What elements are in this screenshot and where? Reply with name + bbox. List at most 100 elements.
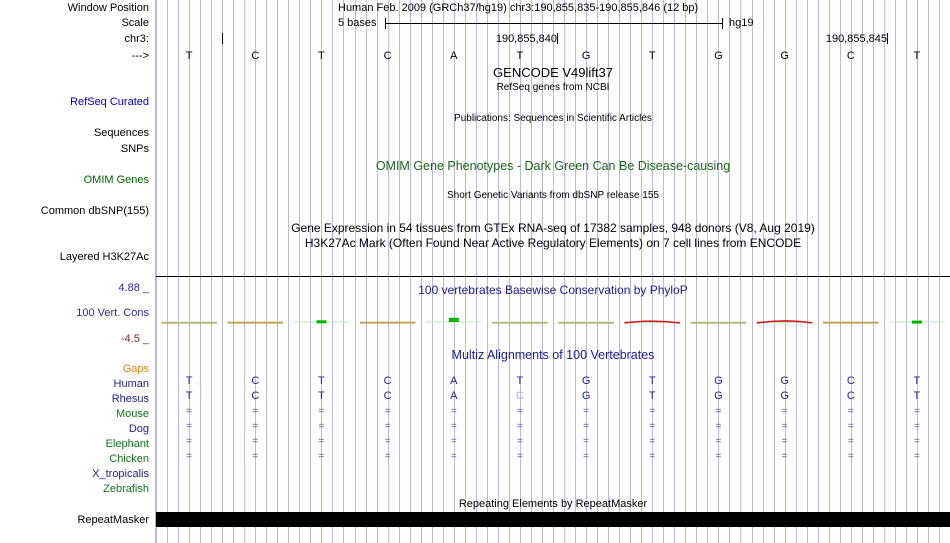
alignment-base: = bbox=[583, 436, 590, 447]
alignment-base: T bbox=[318, 375, 325, 387]
coordinate-label-2: 190,855,845 bbox=[825, 33, 887, 45]
alignment-base: T bbox=[516, 375, 524, 387]
coordinate-tick-1 bbox=[557, 33, 558, 44]
reference-base: C bbox=[383, 50, 392, 62]
coordinate-label-1: 190,855,840 bbox=[495, 33, 557, 45]
track-caption-repeatmasker: Repeating Elements by RepeatMasker bbox=[458, 498, 648, 510]
sidebar-item-species-dog[interactable]: Dog bbox=[128, 423, 149, 435]
alignment-base: = bbox=[186, 421, 193, 432]
alignment-base: = bbox=[913, 406, 920, 417]
sidebar-item-species-zebrafish[interactable]: Zebrafish bbox=[103, 483, 149, 495]
alignment-base: A bbox=[450, 390, 458, 402]
alignment-base: = bbox=[715, 421, 722, 432]
alignment-base: G bbox=[714, 390, 723, 402]
coordinate-tick-0 bbox=[222, 33, 223, 44]
alignment-base: = bbox=[252, 406, 259, 417]
alignment-base: C bbox=[846, 390, 855, 402]
reference-base: T bbox=[516, 50, 524, 62]
track-caption-refseq-ncbi: RefSeq genes from NCBI bbox=[496, 82, 610, 93]
scale-bar-label: 5 bases bbox=[338, 17, 377, 29]
alignment-base: = bbox=[649, 451, 656, 462]
track-caption-phylop: 100 vertebrates Basewise Conservation by… bbox=[418, 283, 688, 297]
sidebar-item-gaps[interactable]: Gaps bbox=[122, 363, 149, 375]
track-caption-dbsnp: Short Genetic Variants from dbSNP releas… bbox=[447, 190, 659, 201]
alignment-row-zebrafish bbox=[156, 481, 950, 492]
alignment-row-dog: = = = = = = = = = = = = bbox=[156, 421, 950, 432]
label-strand-arrow: ---> bbox=[131, 50, 149, 62]
alignment-base: C bbox=[846, 375, 855, 387]
sidebar-item-species-human[interactable]: Human bbox=[113, 378, 149, 390]
reference-base: G bbox=[780, 50, 789, 62]
track-caption-gencode: GENCODE V49lift37 bbox=[493, 65, 613, 80]
alignment-base: = bbox=[516, 406, 523, 417]
track-caption-h3k27ac: H3K27Ac Mark (Often Found Near Active Re… bbox=[304, 236, 802, 250]
track-label-column[interactable]: Window Position Scale chr3: ---> RefSeq … bbox=[0, 0, 152, 543]
track-data-area[interactable] bbox=[156, 0, 950, 543]
alignment-row-chicken: = = = = = = = = = = = = bbox=[156, 451, 950, 462]
alignment-base: = bbox=[318, 436, 325, 447]
track-caption-omim: OMIM Gene Phenotypes - Dark Green Can Be… bbox=[375, 159, 731, 173]
alignment-base: = bbox=[450, 451, 457, 462]
label-scale: Scale bbox=[121, 17, 149, 29]
sidebar-item-100-vert-cons[interactable]: 100 Vert. Cons bbox=[76, 307, 149, 319]
alignment-base: C bbox=[515, 390, 524, 402]
alignment-base: A bbox=[450, 375, 458, 387]
alignment-base: G bbox=[780, 390, 789, 402]
alignment-base: T bbox=[913, 375, 921, 387]
sidebar-item-species-elephant[interactable]: Elephant bbox=[105, 438, 149, 450]
conservation-min-value: -4.5 _ bbox=[120, 333, 149, 345]
alignment-base: = bbox=[516, 436, 523, 447]
repeatmasker-feature-bar[interactable] bbox=[156, 512, 950, 527]
reference-base: T bbox=[913, 50, 921, 62]
alignment-base: = bbox=[649, 421, 656, 432]
sidebar-item-species-rhesus[interactable]: Rhesus bbox=[111, 393, 149, 405]
alignment-base: T bbox=[648, 390, 656, 402]
alignment-base: = bbox=[186, 406, 193, 417]
alignment-row-mouse: = = = = = = = = = = = = bbox=[156, 406, 950, 417]
sidebar-item-refseq-curated[interactable]: RefSeq Curated bbox=[70, 96, 149, 108]
alignment-base: G bbox=[581, 375, 591, 387]
alignment-base: T bbox=[185, 390, 193, 402]
alignment-base: = bbox=[781, 451, 788, 462]
alignment-base: C bbox=[251, 390, 260, 402]
sidebar-item-common-dbsnp[interactable]: Common dbSNP(155) bbox=[40, 205, 149, 217]
alignment-base: = bbox=[847, 451, 854, 462]
track-caption-multiz: Multiz Alignments of 100 Vertebrates bbox=[451, 348, 655, 362]
alignment-base: = bbox=[384, 421, 391, 432]
sidebar-item-snps[interactable]: SNPs bbox=[120, 143, 149, 155]
alignment-row-elephant: = = = = = = = = = = = = bbox=[156, 436, 950, 447]
alignment-base: = bbox=[913, 436, 920, 447]
reference-base: C bbox=[251, 50, 260, 62]
label-chrom: chr3: bbox=[124, 33, 149, 45]
alignment-base: = bbox=[649, 406, 656, 417]
sidebar-item-species-mouse[interactable]: Mouse bbox=[115, 408, 149, 420]
sidebar-item-species-x-tropicalis[interactable]: X_tropicalis bbox=[92, 468, 149, 480]
alignment-base: G bbox=[780, 375, 789, 387]
alignment-base: = bbox=[913, 451, 920, 462]
sidebar-item-layered-h3k27ac[interactable]: Layered H3K27Ac bbox=[59, 251, 149, 263]
sidebar-item-repeatmasker[interactable]: RepeatMasker bbox=[77, 514, 149, 526]
sidebar-item-sequences[interactable]: Sequences bbox=[93, 127, 149, 139]
alignment-base: = bbox=[583, 421, 590, 432]
alignment-base: = bbox=[781, 421, 788, 432]
sidebar-item-omim-genes[interactable]: OMIM Genes bbox=[83, 174, 149, 186]
reference-base: G bbox=[581, 50, 591, 62]
reference-base: G bbox=[714, 50, 723, 62]
track-divider-line bbox=[156, 276, 950, 277]
coordinate-tick-2 bbox=[887, 33, 888, 44]
alignment-base: C bbox=[383, 375, 392, 387]
alignment-base: C bbox=[383, 390, 392, 402]
alignment-base: = bbox=[583, 451, 590, 462]
alignment-base: = bbox=[450, 421, 457, 432]
alignment-base: T bbox=[913, 390, 921, 402]
sidebar-item-species-chicken[interactable]: Chicken bbox=[109, 453, 149, 465]
alignment-base: = bbox=[516, 451, 523, 462]
alignment-base: = bbox=[715, 436, 722, 447]
alignment-base: = bbox=[318, 421, 325, 432]
alignment-base: = bbox=[516, 421, 523, 432]
alignment-base: = bbox=[847, 421, 854, 432]
conservation-plot[interactable] bbox=[156, 296, 950, 346]
